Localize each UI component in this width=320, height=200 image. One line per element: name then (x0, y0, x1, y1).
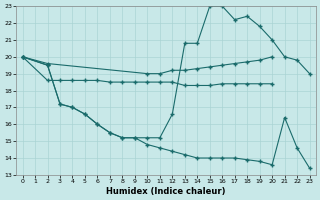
X-axis label: Humidex (Indice chaleur): Humidex (Indice chaleur) (106, 187, 226, 196)
